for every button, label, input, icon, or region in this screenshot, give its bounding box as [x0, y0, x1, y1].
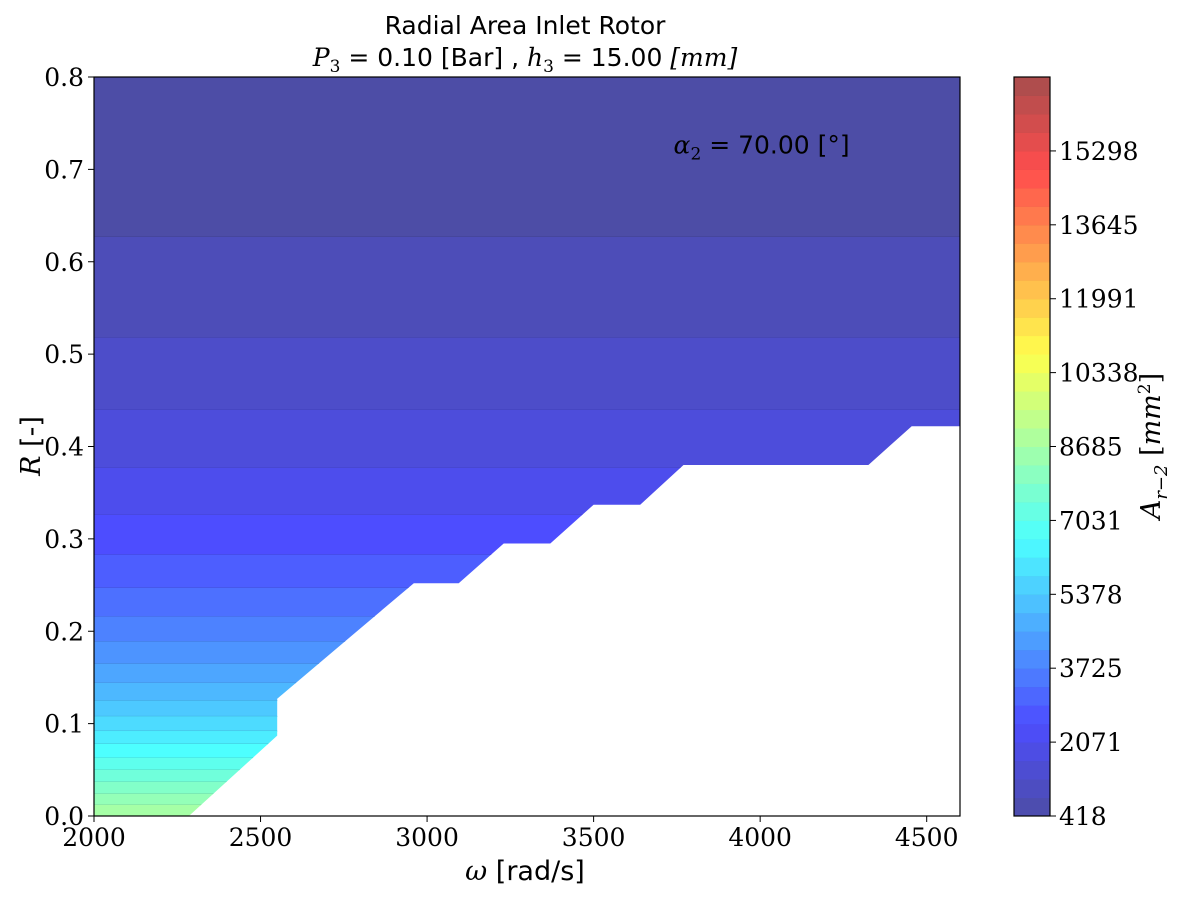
x-tick-label: 4500: [895, 823, 959, 852]
colorbar-ticks: 418 2071 3725 5378 7031 8685 10338 11991 13645 15…: [1050, 137, 1139, 831]
colorbar-tick-label: 15298: [1059, 137, 1139, 166]
chart-title: Radial Area Inlet Rotor: [385, 11, 667, 40]
colorbar-tick-label: 10338: [1059, 359, 1139, 388]
contour-band-14: [94, 731, 960, 745]
colorbar-swatch: [1014, 335, 1050, 355]
x-tick-label: 4000: [728, 823, 792, 852]
colorbar-swatch: [1014, 594, 1050, 614]
colorbar-tick-label: 3725: [1059, 654, 1123, 683]
colorbar-tick-label: 11991: [1059, 285, 1139, 314]
contour-band-17: [94, 769, 960, 783]
contour-band-12: [94, 700, 960, 717]
y-tick-label: 0.7: [44, 155, 84, 184]
y-tick-label: 0.1: [44, 710, 84, 739]
alpha-annotation: α2 = 70.00 [°]: [674, 130, 850, 164]
colorbar-tick-label: 2071: [1059, 728, 1123, 757]
y-tick-label: 0.8: [44, 63, 84, 92]
colorbar-swatch: [1014, 206, 1050, 226]
x-axis-ticks: 2000 2500 3000 3500 4000 4500: [62, 816, 959, 852]
colorbar-tick-label: 13645: [1059, 211, 1139, 240]
colorbar-swatch: [1014, 797, 1050, 817]
contour-bands: [94, 77, 960, 816]
colorbar-swatch: [1014, 760, 1050, 780]
colorbar-tick-label: 7031: [1059, 506, 1123, 535]
colorbar-swatch: [1014, 187, 1050, 207]
contour-band-1: [94, 236, 960, 339]
colorbar-swatch: [1014, 612, 1050, 632]
y-tick-label: 0.5: [44, 340, 84, 369]
x-tick-label: 2000: [62, 823, 126, 852]
contour-band-6: [94, 554, 960, 589]
colorbar-swatch: [1014, 354, 1050, 374]
colorbar-tick-label: 8685: [1059, 433, 1123, 462]
colorbar-swatch: [1014, 520, 1050, 540]
colorbar-tick-label: 418: [1059, 802, 1107, 831]
colorbar-swatch: [1014, 77, 1050, 96]
chart-subtitle: P3 = 0.10 [Bar] , h3 = 15.00 [mm]: [312, 43, 738, 77]
colorbar-label: Ar−2 [mm2]: [1135, 373, 1172, 522]
colorbar-swatch: [1014, 113, 1050, 133]
contour-band-5: [94, 514, 960, 556]
contour-band-8: [94, 616, 960, 643]
colorbar-swatch: [1014, 150, 1050, 170]
x-tick-label: 3000: [395, 823, 459, 852]
colorbar-swatch: [1014, 261, 1050, 281]
colorbar-swatch: [1014, 575, 1050, 595]
colorbar-swatch: [1014, 409, 1050, 429]
colorbar-swatch: [1014, 298, 1050, 318]
colorbar-swatch: [1014, 779, 1050, 799]
colorbar-swatch: [1014, 538, 1050, 558]
colorbar-swatch: [1014, 723, 1050, 743]
colorbar-swatch: [1014, 557, 1050, 577]
contour-band-2: [94, 337, 960, 411]
colorbar-swatch: [1014, 391, 1050, 411]
colorbar-swatch: [1014, 243, 1050, 263]
plot-area: [94, 77, 960, 816]
colorbar-swatch: [1014, 686, 1050, 706]
y-tick-label: 0.0: [44, 802, 84, 831]
colorbar-swatch: [1014, 668, 1050, 688]
contour-band-3: [94, 409, 960, 469]
y-tick-label: 0.3: [44, 525, 84, 554]
colorbar-swatch: [1014, 95, 1050, 115]
colorbar-swatch: [1014, 742, 1050, 762]
colorbar-swatch: [1014, 705, 1050, 725]
colorbar-swatch: [1014, 372, 1050, 392]
colorbar-swatch: [1014, 280, 1050, 300]
contour-band-19: [94, 793, 960, 806]
x-axis-label: ω [rad/s]: [465, 856, 585, 887]
colorbar: [1014, 76, 1050, 817]
contour-band-20: [94, 804, 960, 816]
colorbar-swatch: [1014, 446, 1050, 466]
x-tick-label: 3500: [562, 823, 626, 852]
y-tick-label: 0.6: [44, 248, 84, 277]
contour-band-7: [94, 587, 960, 618]
colorbar-swatch: [1014, 428, 1050, 447]
contour-band-13: [94, 716, 960, 732]
y-tick-label: 0.2: [44, 617, 84, 646]
colorbar-swatch: [1014, 132, 1050, 152]
contour-band-10: [94, 663, 960, 684]
contour-band-11: [94, 682, 960, 702]
colorbar-swatch: [1014, 631, 1050, 651]
colorbar-swatch: [1014, 317, 1050, 337]
y-tick-label: 0.4: [44, 433, 84, 462]
colorbar-swatch: [1014, 169, 1050, 189]
contour-band-9: [94, 641, 960, 665]
colorbar-swatch: [1014, 501, 1050, 521]
colorbar-swatch: [1014, 483, 1050, 503]
contour-band-0: [94, 77, 960, 238]
y-axis-label: R [-]: [16, 416, 47, 477]
contour-band-15: [94, 743, 960, 759]
x-tick-label: 2500: [229, 823, 293, 852]
colorbar-swatch: [1014, 224, 1050, 244]
contour-band-4: [94, 467, 960, 516]
colorbar-swatch: [1014, 649, 1050, 669]
contour-band-16: [94, 757, 960, 771]
y-axis-ticks: 0.0 0.1 0.2 0.3 0.4 0.5 0.6 0.7 0.8: [44, 63, 94, 831]
colorbar-tick-label: 5378: [1059, 580, 1123, 609]
colorbar-swatch: [1014, 464, 1050, 484]
contour-band-18: [94, 781, 960, 795]
